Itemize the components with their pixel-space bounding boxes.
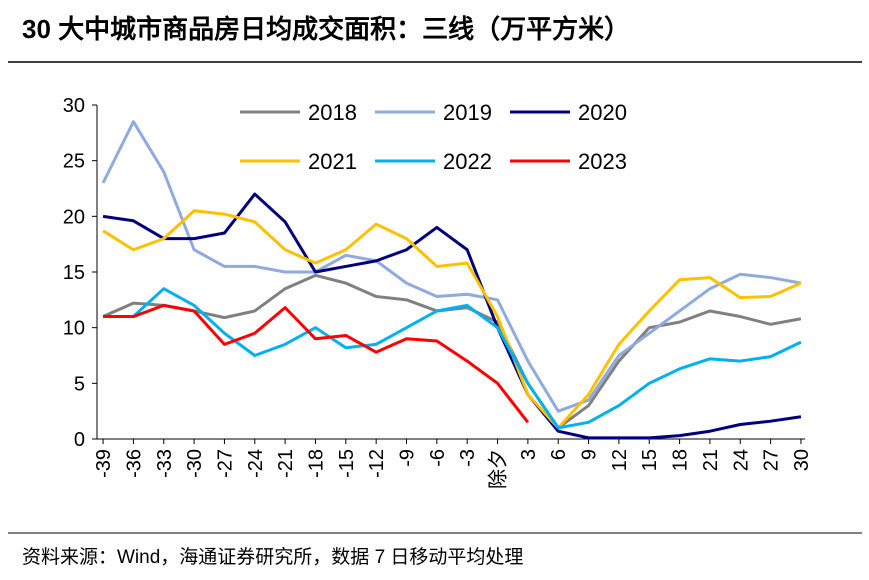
legend-label: 2022 <box>443 149 492 174</box>
series-line <box>101 120 802 413</box>
source-note: 资料来源：Wind，海通证券研究所，数据 7 日移动平均处理 <box>22 546 523 568</box>
x-tick-label: -18 <box>305 449 327 478</box>
x-tick-label: 9 <box>579 449 601 460</box>
y-tick-label: 5 <box>74 373 85 395</box>
legend-label: 2021 <box>308 149 357 174</box>
series-line <box>102 209 802 430</box>
y-tick-label: 0 <box>74 429 85 451</box>
x-tick-label: -33 <box>154 449 176 478</box>
x-tick-label: 12 <box>609 449 631 471</box>
x-tick-label: -6 <box>427 449 449 467</box>
x-tick-label: -15 <box>336 449 358 478</box>
x-tick-label: 3 <box>518 449 540 460</box>
x-tick-label: 24 <box>730 449 752 471</box>
x-tick-label: -24 <box>245 449 267 478</box>
x-tick-label: -27 <box>214 449 236 478</box>
x-tick-label: 15 <box>639 449 661 471</box>
y-tick-label: 25 <box>63 151 85 173</box>
series-line <box>103 303 530 424</box>
series-line <box>102 192 802 440</box>
x-tick-label: -3 <box>457 449 479 467</box>
x-tick-label: -36 <box>123 449 145 478</box>
chart-title: 30 大中城市商品房日均成交面积：三线（万平方米） <box>22 14 630 44</box>
series-line <box>103 287 802 430</box>
x-tick-label: -12 <box>366 449 388 478</box>
legend-label: 2023 <box>578 149 627 174</box>
x-tick-label: 21 <box>700 449 722 471</box>
x-tick-label: -30 <box>184 449 206 478</box>
y-tick-label: 20 <box>63 206 85 228</box>
y-tick-label: 10 <box>63 318 85 340</box>
y-tick-label: 30 <box>63 95 85 117</box>
x-tick-label: -21 <box>275 449 297 478</box>
legend-label: 2018 <box>308 100 357 125</box>
x-tick-label: -39 <box>93 449 115 478</box>
y-tick-label: 15 <box>63 262 85 284</box>
x-tick-label: 除夕 <box>487 449 510 489</box>
legend-label: 2020 <box>578 100 627 125</box>
x-tick-label: 30 <box>791 449 813 471</box>
x-tick-label: -9 <box>396 449 418 467</box>
x-tick-label: 27 <box>761 449 783 471</box>
legend-label: 2019 <box>443 100 492 125</box>
x-tick-label: 18 <box>670 449 692 471</box>
x-tick-label: 6 <box>548 449 570 460</box>
